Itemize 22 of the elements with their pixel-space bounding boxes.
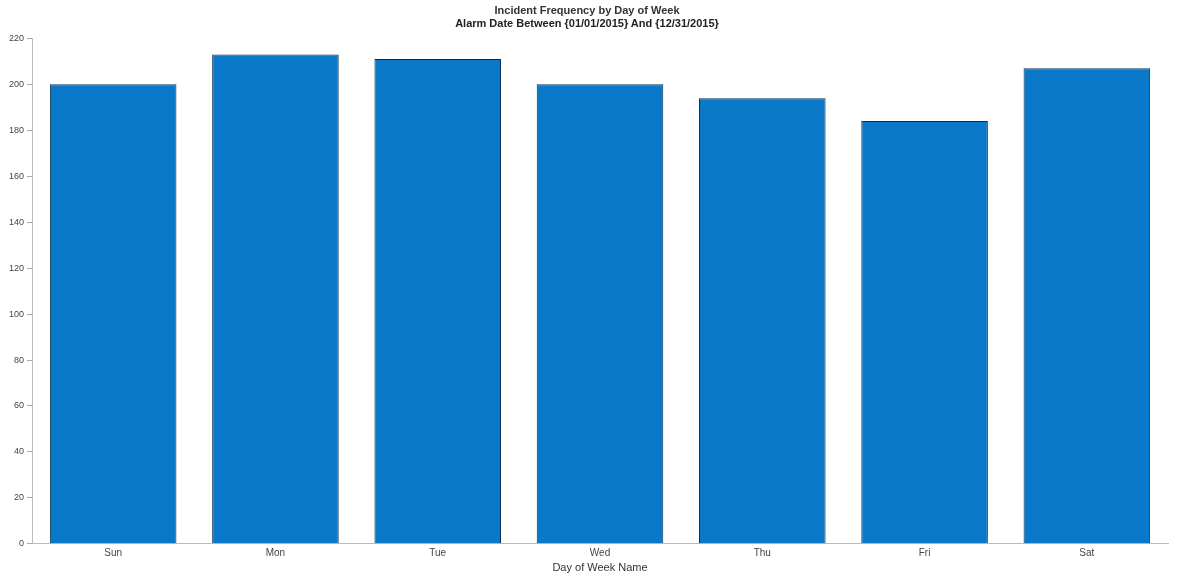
x-tick-label: Tue [429, 546, 447, 558]
x-tick-label: Fri [918, 546, 931, 558]
x-tick-label: Sun [104, 546, 123, 558]
y-tick-label: 20 [14, 492, 25, 503]
y-tick-label: 100 [8, 308, 25, 319]
y-tick-label: 220 [8, 32, 25, 43]
chart-subtitle: Alarm Date Between {01/01/2015} And {12/31/2015} [455, 16, 720, 29]
y-tick-label: 120 [8, 262, 25, 273]
x-tick-label: Mon [265, 546, 286, 558]
y-tick-label: 60 [14, 400, 25, 411]
y-tick-label: 0 [19, 538, 25, 549]
x-tick-label: Wed [589, 546, 611, 558]
y-tick-label: 180 [8, 124, 25, 135]
x-axis-title: Day of Week Name [552, 561, 648, 574]
y-tick-label: 160 [8, 170, 25, 181]
y-tick-label: 80 [14, 354, 25, 365]
chart-title: Incident Frequency by Day of Week [494, 3, 681, 16]
y-tick-label: 140 [8, 216, 25, 227]
x-tick-label: Thu [753, 546, 771, 558]
y-tick-label: 200 [8, 78, 25, 89]
x-tick-label: Sat [1079, 546, 1095, 558]
y-tick-label: 40 [14, 446, 25, 457]
